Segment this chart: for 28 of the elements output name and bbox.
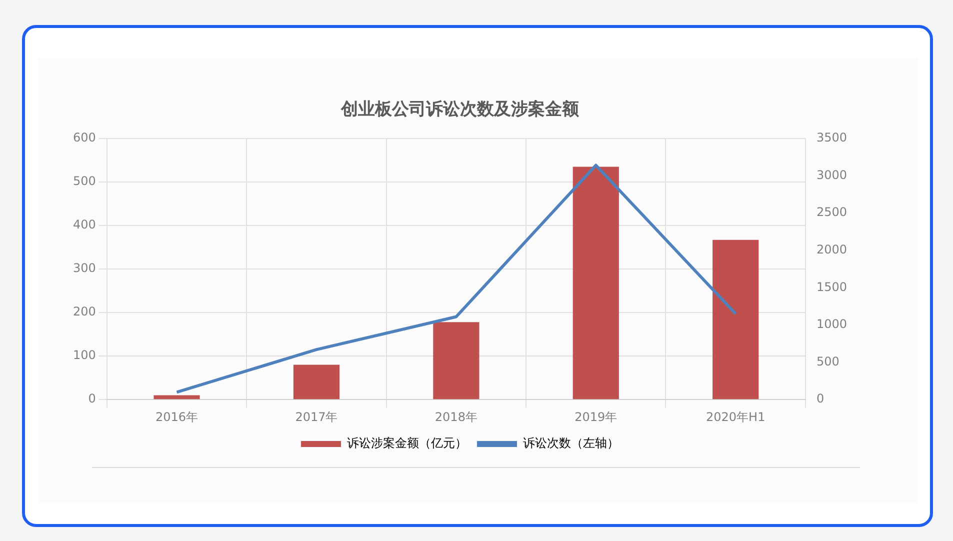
- legend-label: 诉讼次数（左轴）: [523, 436, 619, 450]
- bar: [572, 166, 619, 400]
- y-tick-label: 500: [73, 174, 96, 188]
- y2-tick-label: 2500: [816, 205, 848, 220]
- chart-title: 创业板公司诉讼次数及涉案金额: [340, 98, 580, 120]
- y-tick-label: 300: [73, 261, 96, 276]
- y2-tick-label: 2000: [816, 242, 848, 256]
- x-tick-label: 2018年: [434, 410, 478, 424]
- y2-tick-label: 0: [816, 392, 824, 406]
- y-tick-label: 200: [73, 304, 96, 319]
- x-tick-label: 2016年: [155, 410, 198, 424]
- y-tick-label: 0: [88, 392, 96, 406]
- y2-tick-label: 1000: [816, 317, 848, 332]
- y2-tick-label: 1500: [816, 280, 848, 294]
- bar: [154, 395, 200, 400]
- y-tick-label: 400: [73, 218, 96, 232]
- bar: [293, 364, 340, 400]
- x-tick-label: 2017年: [295, 410, 338, 424]
- y2-tick-label: 500: [816, 354, 840, 368]
- y2-tick-label: 3000: [816, 168, 848, 182]
- y-tick-label: 600: [73, 130, 96, 145]
- bar: [433, 322, 480, 400]
- x-tick-label: 2020年H1: [706, 410, 766, 424]
- legend-label: 诉讼涉案金额（亿元）: [347, 436, 467, 450]
- x-tick-label: 2019年: [574, 410, 618, 424]
- y2-tick-label: 3500: [816, 130, 848, 145]
- y-tick-label: 100: [73, 348, 96, 362]
- bar: [712, 240, 759, 400]
